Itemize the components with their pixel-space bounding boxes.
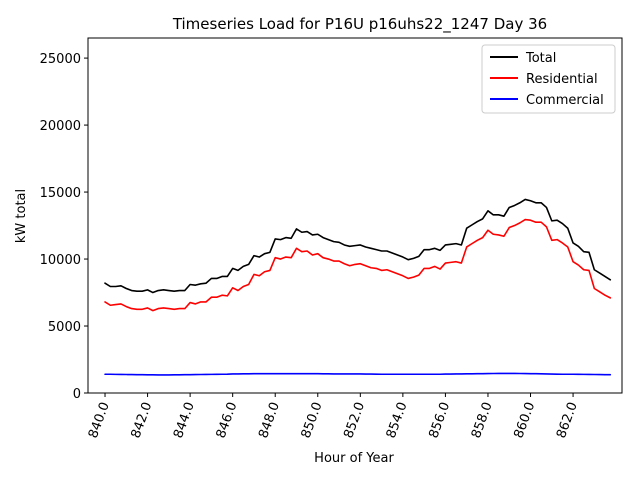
y-axis-title: kW total [14, 189, 29, 243]
series-line-total [104, 198, 612, 294]
axes-frame [87, 37, 623, 394]
legend-label-residential: Residential [526, 72, 598, 87]
legend-box [481, 44, 616, 114]
x-axis-title: Hour of Year [314, 451, 394, 466]
y-tick-label: 20000 [40, 119, 81, 134]
legend-label-commercial: Commercial [526, 93, 604, 108]
y-tick-label: 15000 [40, 186, 81, 201]
chart-title: Timeseries Load for P16U p16uhs22_1247 D… [172, 15, 547, 34]
y-tick-label: 5000 [48, 320, 81, 335]
y-tick-label: 0 [73, 387, 81, 402]
series-line-residential [104, 218, 612, 312]
legend: Total Residential Commercial [481, 44, 616, 114]
legend-label-total: Total [525, 51, 556, 66]
y-tick-label: 10000 [40, 253, 81, 268]
y-tick-label: 25000 [40, 52, 81, 67]
series-line-commercial [104, 372, 612, 376]
